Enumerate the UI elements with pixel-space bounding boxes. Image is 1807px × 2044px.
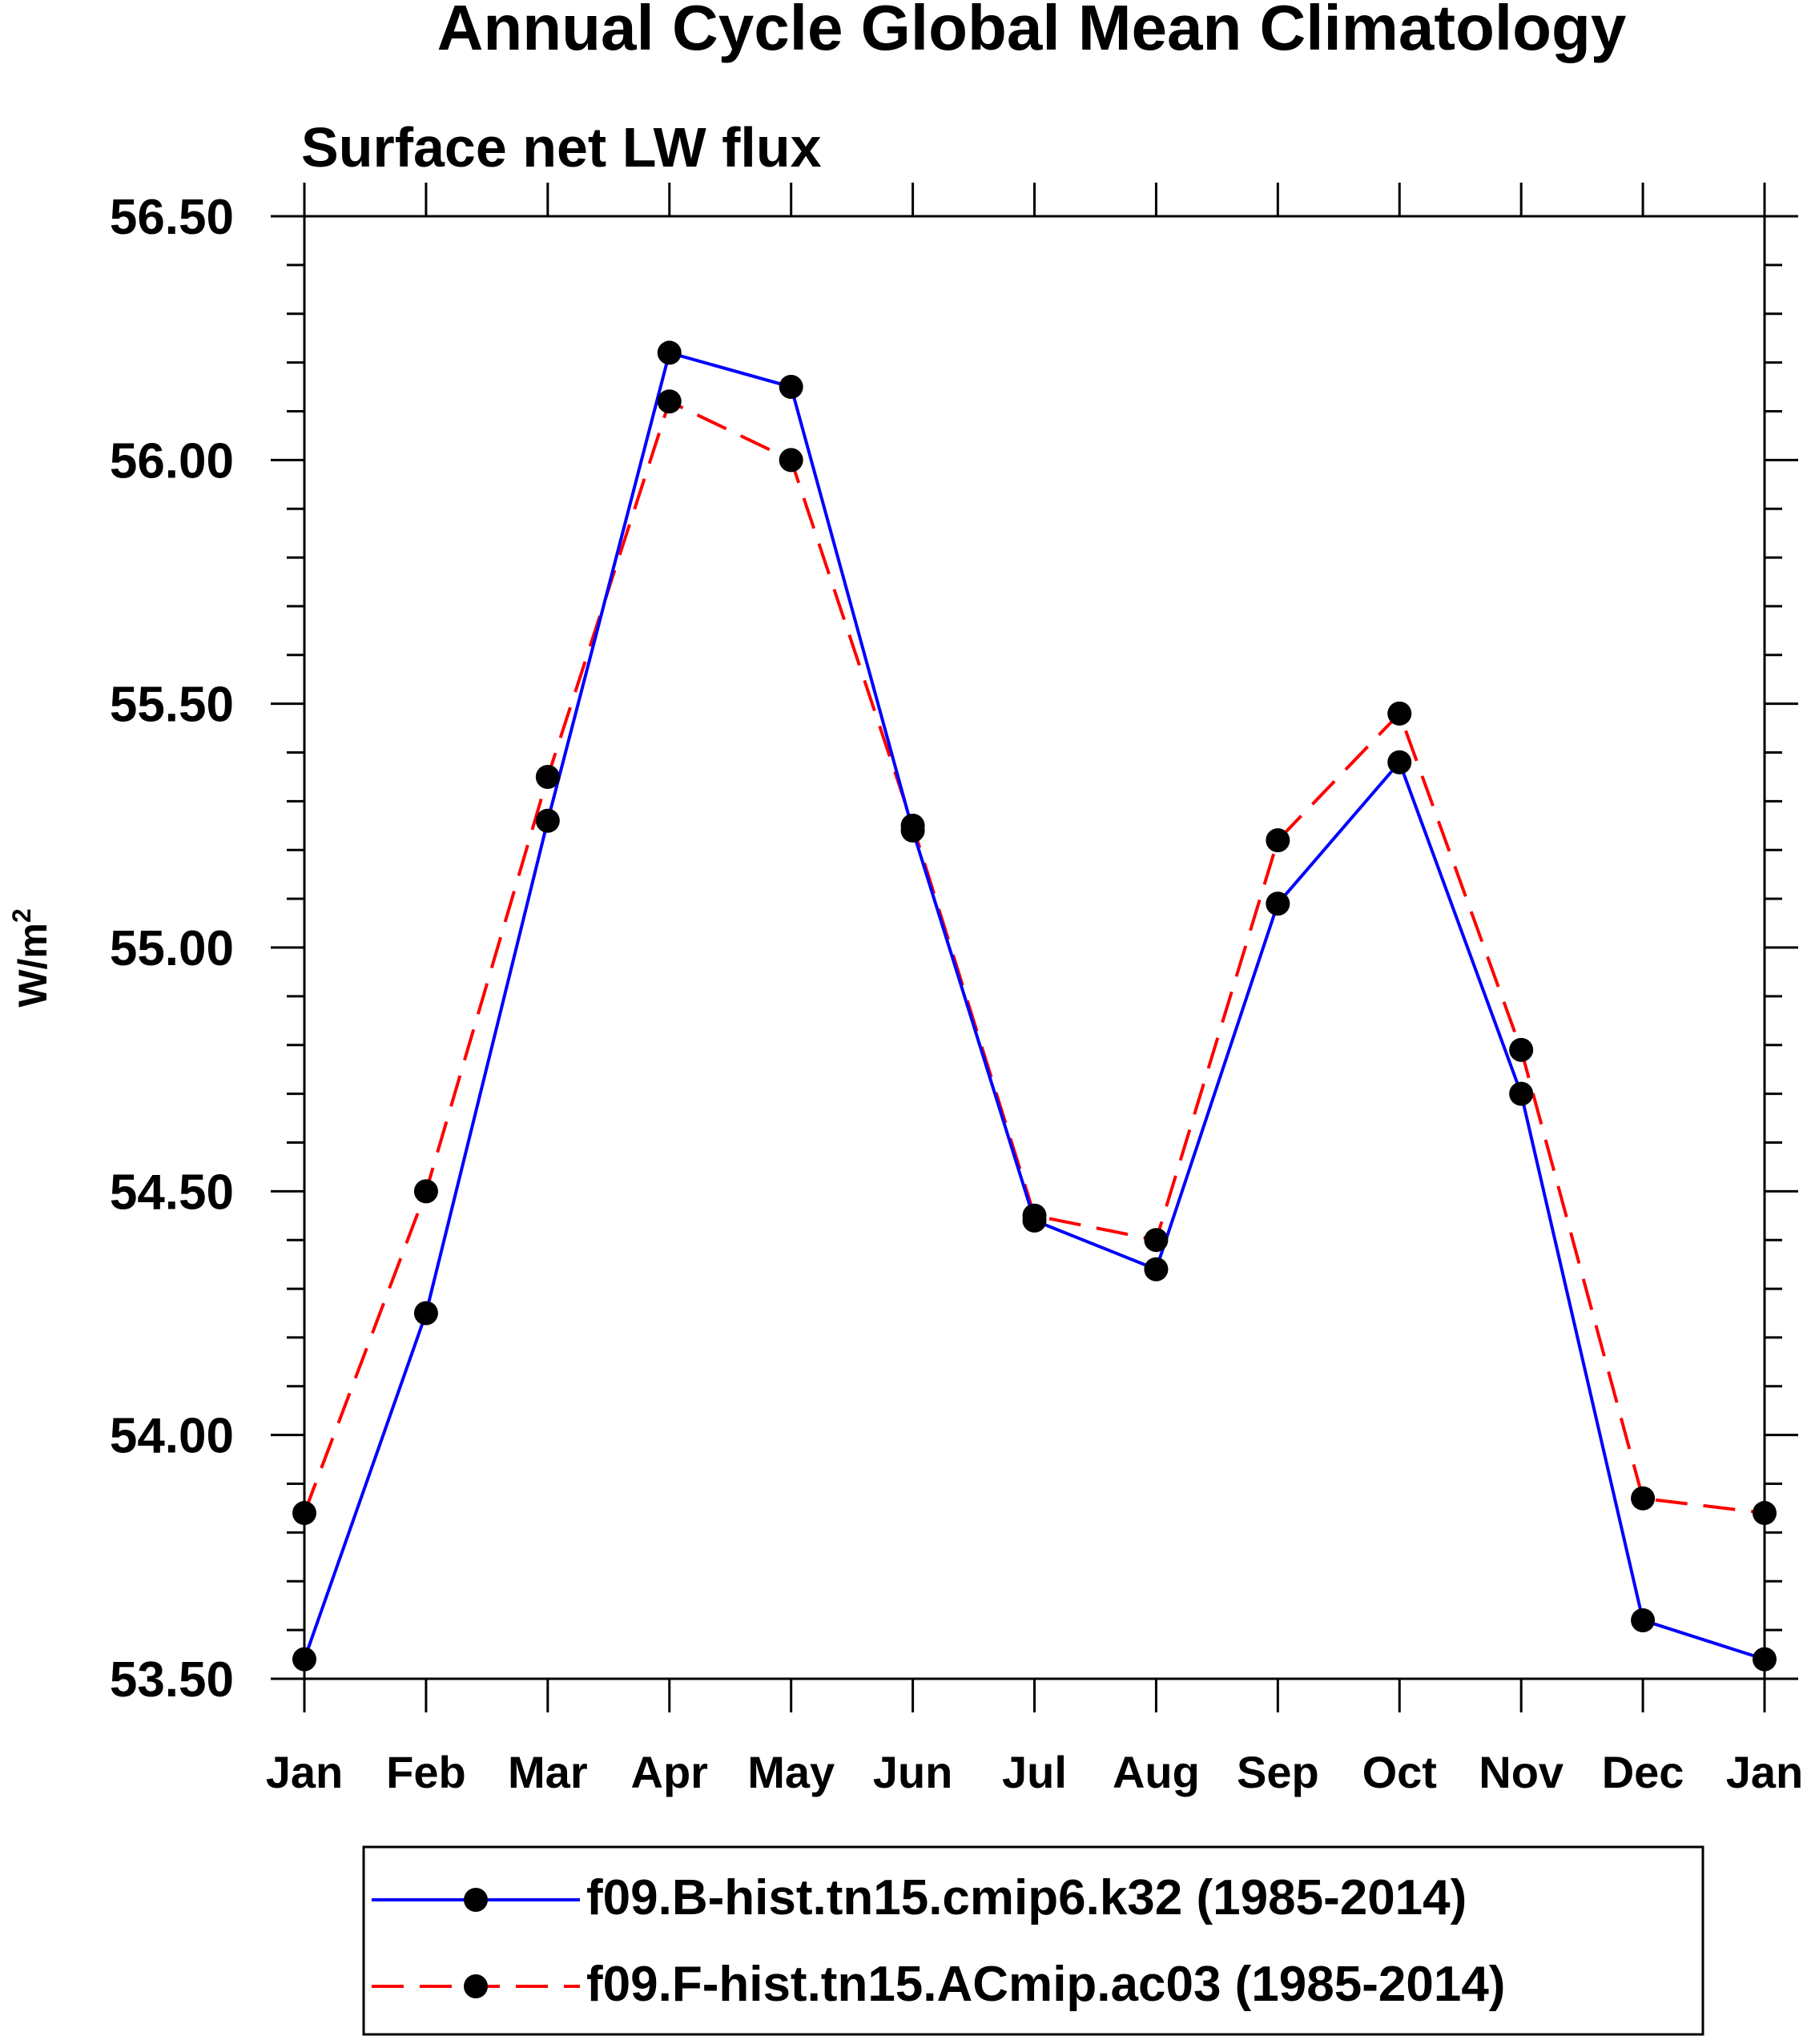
legend-marker-series-1 [464, 1888, 488, 1912]
chart-title: Annual Cycle Global Mean Climatology [437, 0, 1627, 63]
x-tick-label: Apr [631, 1747, 708, 1797]
chart-subtitle: Surface net LW flux [301, 116, 822, 179]
plot-border [303, 215, 1766, 1680]
series-2-point [1387, 701, 1412, 726]
series-1-point [1509, 1081, 1534, 1106]
series-1-point [1387, 750, 1412, 775]
x-tick-label: Nov [1479, 1747, 1564, 1797]
series-1-point [292, 1647, 316, 1672]
y-tick-label: 54.00 [110, 1409, 234, 1464]
legend-label-series-1: f09.B-hist.tn15.cmip6.k32 (1985-2014) [586, 1870, 1467, 1925]
x-tick-label: Dec [1602, 1747, 1684, 1797]
x-axis-tick-labels: Jan Feb Mar Apr May Jun Jul Aug Sep Oct Nov Dec Jan [266, 1747, 1804, 1797]
x-tick-label: Sep [1237, 1747, 1319, 1797]
series-2-point [1022, 1203, 1047, 1228]
y-axis-label-exponent: 2 [7, 908, 36, 923]
series-line-2 [303, 399, 1765, 1515]
series-2-point [1631, 1486, 1656, 1511]
y-axis-label-text: W/m [10, 923, 55, 1008]
series-2-point [1753, 1501, 1777, 1526]
series-2-point [535, 764, 560, 789]
y-tick-label: 53.50 [110, 1652, 234, 1708]
series-2-point [779, 448, 803, 473]
series-1-point [535, 808, 560, 833]
series-1-point [413, 1301, 438, 1326]
y-tick-label: 56.00 [110, 433, 234, 489]
series-1-point [779, 375, 803, 400]
series-2-point [1144, 1228, 1169, 1253]
x-tick-label: Jul [1002, 1747, 1067, 1797]
series-2-point [657, 389, 682, 414]
series-1-point [657, 340, 682, 365]
y-tick-label: 55.00 [110, 921, 234, 976]
legend-box [362, 1845, 1704, 2036]
y-tick-label: 55.50 [110, 678, 234, 733]
series-1-point [1753, 1647, 1777, 1672]
y-axis-tick-labels: 53.50 54.00 54.50 55.00 55.50 56.00 56.50 [110, 190, 234, 1708]
series-1-point [1266, 891, 1290, 916]
y-axis-ticks [271, 215, 1798, 1680]
series-2-point [292, 1501, 316, 1526]
x-tick-label: May [747, 1747, 835, 1797]
series-2-point [1509, 1037, 1534, 1062]
x-tick-label: Mar [508, 1747, 588, 1797]
series-1-point [1144, 1257, 1169, 1282]
legend-label-series-2: f09.F-hist.tn15.ACmip.ac03 (1985-2014) [586, 1957, 1505, 2012]
y-axis-label: W/m2 [7, 908, 55, 1007]
legend-marker-series-2 [464, 1974, 488, 1998]
x-axis-ticks [303, 183, 1766, 1712]
series-2-point [900, 813, 925, 838]
x-tick-label: Jan [1726, 1747, 1804, 1797]
x-tick-label: Aug [1113, 1747, 1200, 1797]
y-tick-label: 56.50 [110, 190, 234, 245]
plot-frame [303, 215, 1766, 1680]
series-layer [292, 340, 1777, 1672]
series-2-point [1266, 828, 1290, 853]
y-tick-label: 54.50 [110, 1165, 234, 1220]
series-2-point [413, 1179, 438, 1204]
x-tick-label: Oct [1362, 1747, 1437, 1797]
series-1-point [1631, 1607, 1656, 1632]
x-tick-label: Jun [873, 1747, 953, 1797]
x-tick-label: Jan [266, 1747, 344, 1797]
x-tick-label: Feb [386, 1747, 466, 1797]
series-line-1 [303, 350, 1765, 1661]
legend: f09.B-hist.tn15.cmip6.k32 (1985-2014) f0… [362, 1845, 1704, 2036]
